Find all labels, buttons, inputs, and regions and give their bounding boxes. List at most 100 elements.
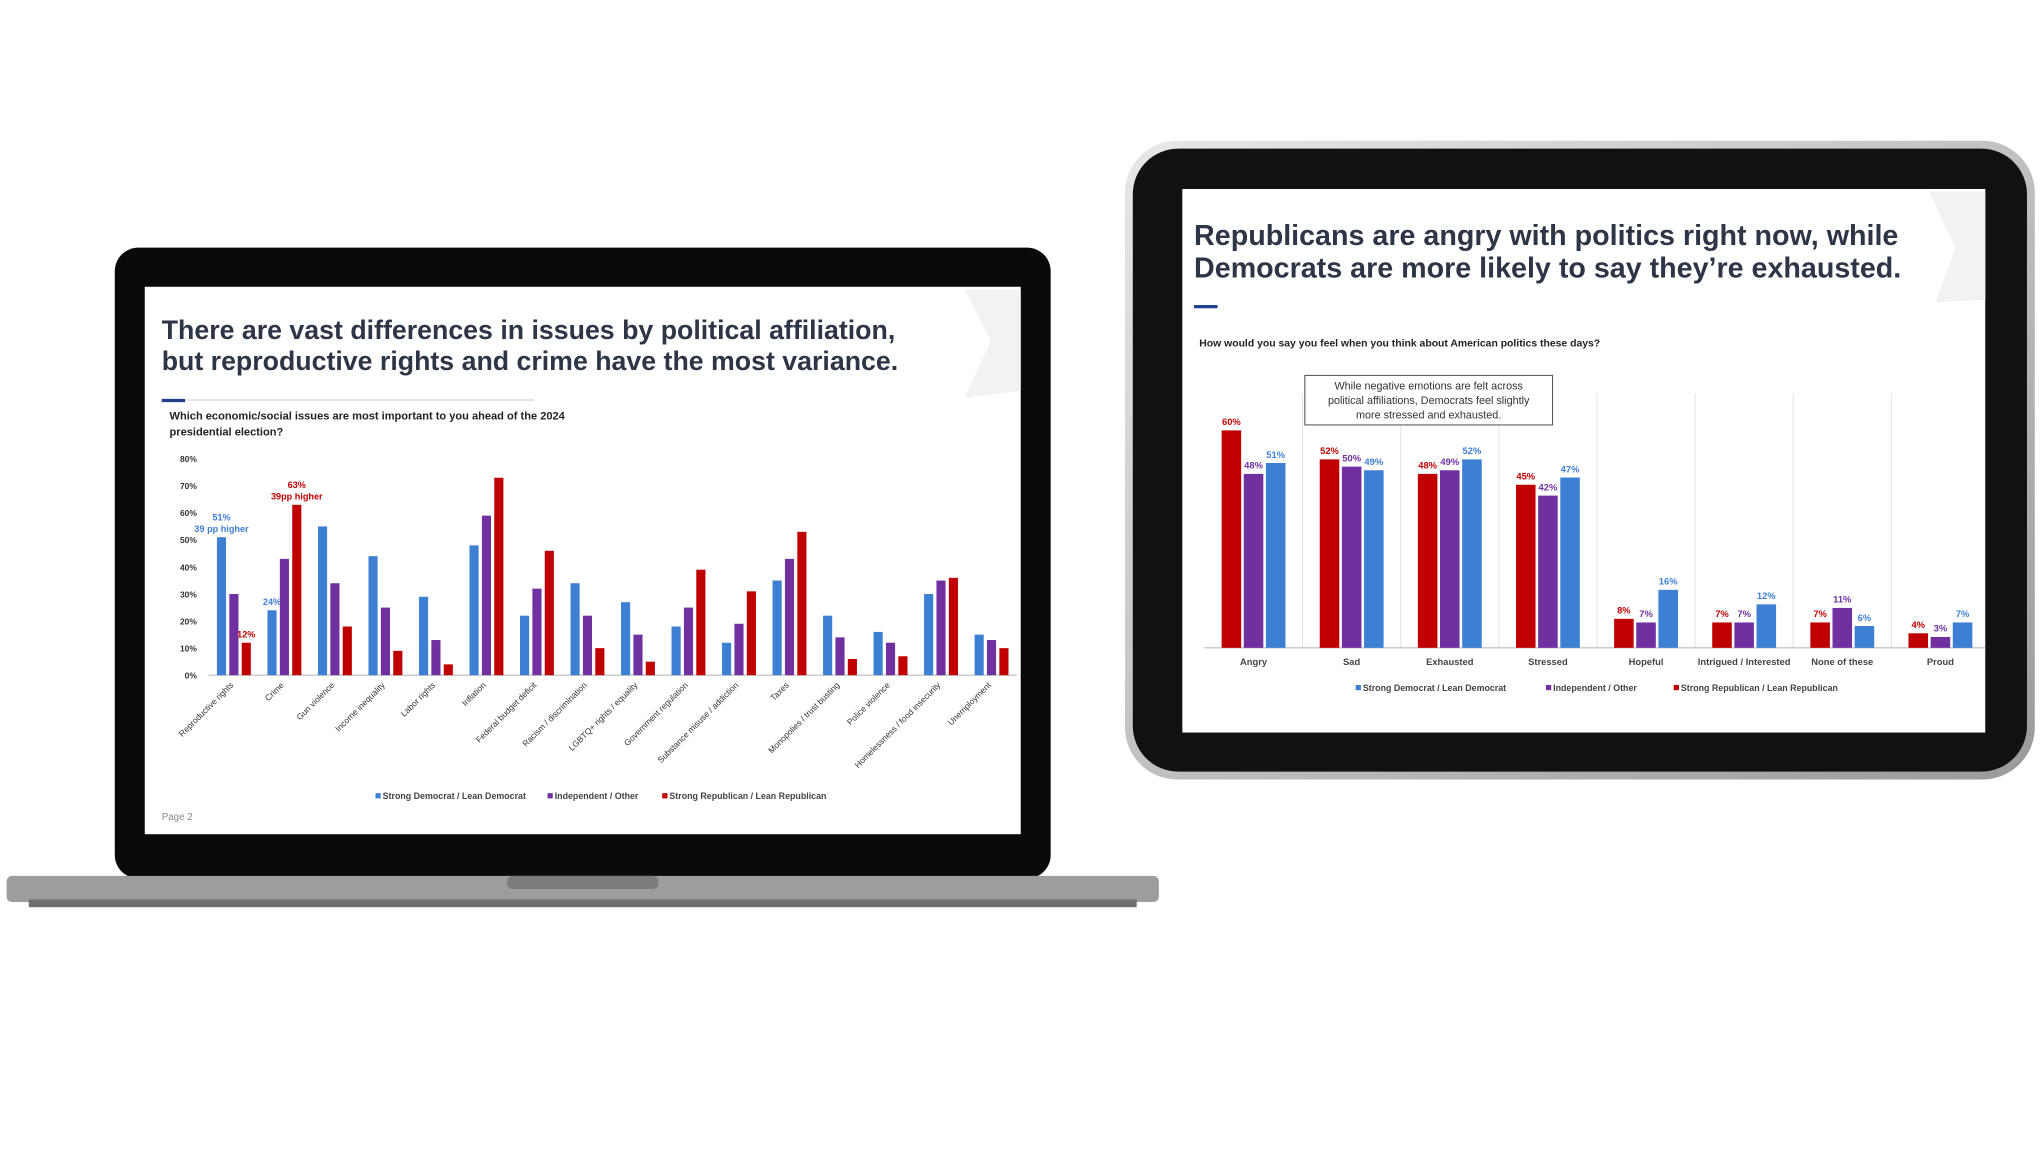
data-label: 45% — [1516, 472, 1535, 482]
y-tick-label: 60% — [180, 508, 197, 518]
bar — [267, 610, 277, 676]
bar — [772, 580, 782, 676]
x-tick-label: Intrigued / Interested — [1698, 657, 1791, 667]
bar — [494, 477, 504, 676]
bar — [1364, 470, 1384, 648]
y-tick-label: 70% — [180, 481, 197, 491]
bar — [443, 664, 453, 676]
bar — [633, 634, 643, 676]
data-label: 51% — [212, 512, 230, 522]
data-label: 50% — [1342, 453, 1361, 463]
bar — [797, 531, 807, 676]
bar — [1756, 604, 1777, 648]
data-label: 63% — [288, 480, 306, 490]
bar — [418, 596, 429, 676]
legend-swatch — [1545, 684, 1552, 691]
legend-label: Strong Democrat / Lean Democrat — [383, 791, 526, 801]
bar — [1832, 607, 1853, 648]
bar — [1243, 473, 1264, 648]
legend-swatch — [547, 793, 553, 799]
data-label: 16% — [1659, 577, 1678, 587]
bar — [292, 504, 302, 676]
bar — [1440, 470, 1460, 648]
bar — [241, 642, 251, 676]
x-tick-label: Stressed — [1528, 657, 1568, 667]
bar — [999, 648, 1009, 676]
laptop-screen — [144, 286, 1021, 835]
data-label: 24% — [263, 597, 281, 607]
data-label: 48% — [1418, 461, 1437, 471]
bar — [1734, 622, 1754, 648]
bar — [595, 648, 605, 676]
y-tick-label: 20% — [180, 616, 197, 626]
bar — [570, 583, 580, 676]
bar — [722, 642, 732, 676]
bar — [898, 656, 908, 676]
bar — [1712, 622, 1732, 648]
data-label: 7% — [1737, 609, 1751, 619]
chart-title: but reproductive rights and crime have t… — [162, 346, 898, 376]
legend-swatch — [662, 793, 668, 799]
bar — [520, 615, 530, 676]
y-tick-label: 10% — [180, 643, 197, 653]
data-label: 49% — [1364, 457, 1383, 467]
bar — [1560, 477, 1580, 648]
bar — [1341, 466, 1362, 648]
bar — [784, 558, 795, 676]
bar — [621, 602, 631, 676]
title-underline — [161, 398, 186, 403]
bar — [1462, 459, 1482, 648]
bar — [734, 623, 744, 676]
annotation-box — [1304, 374, 1554, 426]
bar — [746, 591, 756, 676]
x-tick-label: Exhausted — [1426, 657, 1474, 667]
legend-swatch — [1355, 684, 1361, 691]
bar — [229, 594, 239, 676]
y-tick-label: 40% — [180, 562, 197, 572]
bar — [948, 577, 958, 676]
x-tick-label: Angry — [1240, 657, 1268, 667]
bar — [974, 634, 984, 676]
y-tick-label: 0% — [185, 670, 198, 680]
annotation: political affiliations, Democrats feel s… — [1328, 395, 1530, 407]
chart-title: Democrats are more likely to say they’re… — [1194, 253, 1901, 285]
bar — [645, 661, 655, 676]
y-tick-label: 30% — [180, 589, 197, 599]
bar — [823, 615, 833, 676]
bar — [1265, 463, 1286, 648]
annotation: more stressed and exhausted. — [1356, 409, 1501, 421]
bar — [481, 515, 492, 676]
decor — [1929, 191, 1986, 303]
x-tick-label: Proud — [1927, 657, 1954, 667]
bar — [216, 537, 227, 676]
legend-swatch — [1673, 684, 1679, 691]
data-label: 48% — [1244, 461, 1263, 471]
laptop-notch — [507, 875, 659, 889]
bar — [1952, 622, 1973, 648]
bar — [847, 658, 857, 676]
bar — [1614, 618, 1634, 648]
bar — [431, 640, 441, 676]
bar — [582, 615, 593, 676]
bar — [924, 594, 934, 676]
data-label: 42% — [1539, 482, 1558, 492]
title-rule — [187, 399, 535, 401]
bar — [683, 607, 694, 676]
decor — [964, 289, 1021, 398]
data-note: 39pp higher — [271, 492, 323, 502]
x-tick-label: Sad — [1343, 657, 1360, 667]
data-label: 49% — [1440, 457, 1459, 467]
bar — [1221, 430, 1242, 648]
data-label: 7% — [1956, 609, 1970, 619]
bar — [1810, 622, 1830, 648]
bar — [279, 558, 289, 676]
bar — [1538, 495, 1558, 648]
legend-label: Independent / Other — [555, 791, 639, 801]
question: Which economic/social issues are most im… — [170, 411, 566, 423]
data-label: 52% — [1463, 446, 1482, 456]
title-underline — [1194, 305, 1218, 309]
bar — [380, 607, 390, 676]
data-label: 12% — [237, 630, 255, 640]
bar — [469, 545, 479, 676]
bar — [368, 556, 378, 676]
